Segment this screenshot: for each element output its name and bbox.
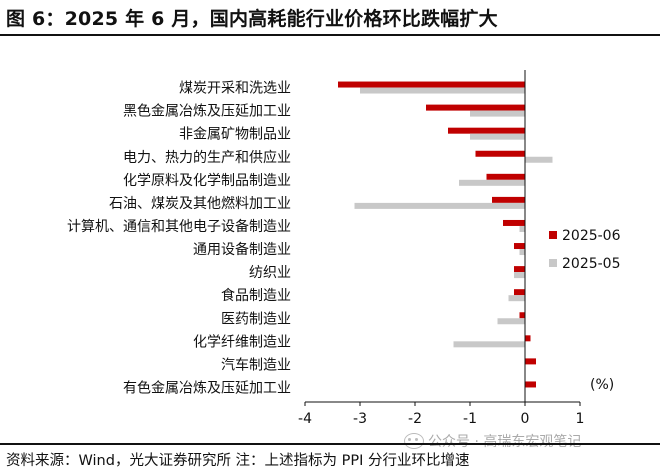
x-tick-label: -1 xyxy=(463,411,477,427)
title-divider xyxy=(0,34,660,36)
bar-2025-06 xyxy=(514,266,525,273)
category-label: 电力、热力的生产和供应业 xyxy=(123,149,291,166)
category-label: 黑色金属冶炼及压延加工业 xyxy=(123,103,291,120)
category-label: 纺织业 xyxy=(249,265,291,281)
bars xyxy=(338,81,553,388)
bar-2025-05 xyxy=(453,341,525,348)
category-labels: 煤炭开采和洗选业黑色金属冶炼及压延加工业非金属矿物制品业电力、热力的生产和供应业… xyxy=(67,81,291,397)
category-label: 化学原料及化学制品制造业 xyxy=(123,173,291,189)
bar-2025-06 xyxy=(519,312,525,319)
bar-2025-05 xyxy=(360,87,525,94)
bar-2025-05 xyxy=(519,249,525,256)
footer-divider xyxy=(0,443,660,445)
bar-2025-05 xyxy=(459,179,525,186)
category-label: 汽车制造业 xyxy=(221,356,291,373)
bar-2025-05 xyxy=(519,225,525,232)
bar-2025-06 xyxy=(525,335,531,342)
x-tick-label: 0 xyxy=(521,411,530,427)
bar-2025-06 xyxy=(492,196,525,203)
category-label: 有色金属冶炼及压延加工业 xyxy=(123,379,291,396)
bar-2025-05 xyxy=(470,110,525,117)
source-note: 资料来源：Wind，光大证券研究所 注：上述指标为 PPI 分行业环比增速 xyxy=(6,453,470,469)
bar-2025-06 xyxy=(525,381,536,388)
bar-2025-05 xyxy=(470,133,525,140)
legend-label: 2025-05 xyxy=(562,256,621,272)
bar-2025-06 xyxy=(514,289,525,296)
bar-chart: 煤炭开采和洗选业黑色金属冶炼及压延加工业非金属矿物制品业电力、热力的生产和供应业… xyxy=(67,70,621,427)
legend-swatch xyxy=(549,231,557,239)
bar-2025-05 xyxy=(525,156,553,163)
watermark: 公众号 · 高瑞东宏观笔记 xyxy=(404,431,581,451)
bar-2025-06 xyxy=(448,127,525,134)
category-label: 非金属矿物制品业 xyxy=(179,127,291,143)
category-label: 石油、煤炭及其他燃料加工业 xyxy=(109,195,291,212)
bar-2025-05 xyxy=(354,202,525,209)
bar-2025-06 xyxy=(338,81,525,88)
bar-2025-06 xyxy=(426,104,525,111)
category-label: 通用设备制造业 xyxy=(193,241,291,258)
category-label: 医药制造业 xyxy=(221,311,291,327)
x-tick-label: -3 xyxy=(353,411,367,427)
bar-2025-06 xyxy=(486,173,525,180)
chart-title: 图 6：2025 年 6 月，国内高耗能行业价格环比跌幅扩大 xyxy=(6,8,498,30)
watermark-text: 公众号 · 高瑞东宏观笔记 xyxy=(428,434,582,450)
wechat-icon xyxy=(404,433,424,449)
category-label: 食品制造业 xyxy=(221,287,291,304)
bar-2025-05 xyxy=(497,318,525,325)
unit-label: (%) xyxy=(590,377,614,393)
legend-swatch xyxy=(549,259,557,267)
x-tick-label: -4 xyxy=(298,411,312,427)
category-label: 化学纤维制造业 xyxy=(193,334,291,350)
bar-2025-05 xyxy=(508,295,525,302)
legend-label: 2025-06 xyxy=(562,228,621,244)
category-label: 计算机、通信和其他电子设备制造业 xyxy=(67,218,291,235)
x-ticks: -4 -3 -2 -1 0 1 xyxy=(298,402,584,427)
category-label: 煤炭开采和洗选业 xyxy=(179,81,291,97)
bar-2025-06 xyxy=(525,358,536,365)
bar-2025-06 xyxy=(475,150,525,157)
bar-2025-06 xyxy=(503,219,525,226)
x-tick-label: 1 xyxy=(576,411,585,427)
x-tick-label: -2 xyxy=(408,411,422,427)
bar-2025-06 xyxy=(514,243,525,250)
legend: 2025-06 2025-05 xyxy=(549,228,621,272)
bar-2025-05 xyxy=(514,272,525,279)
